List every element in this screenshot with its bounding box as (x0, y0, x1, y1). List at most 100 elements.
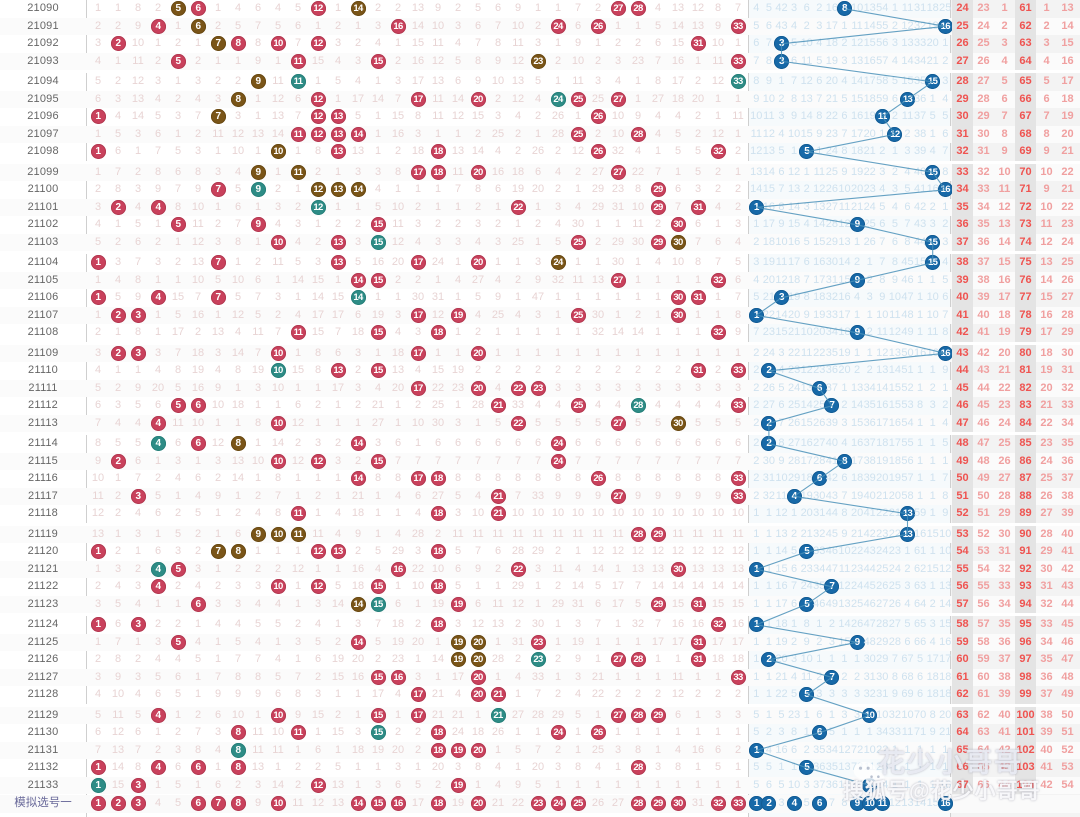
red-zone-cell: 13 (331, 778, 345, 791)
red-zone-cell: 2 (174, 618, 182, 630)
red-zone-cell: 1 (634, 19, 642, 32)
stat-cell: 33 (998, 580, 1011, 592)
red-zone-cell: 11 (252, 743, 264, 756)
watermark-brand: 花少小哥哥 (878, 748, 1023, 778)
red-zone-cell: 9 (194, 183, 202, 195)
blue-zone-cell: 2 (753, 235, 760, 248)
red-zone-cell: 2 (154, 235, 162, 248)
red-zone-cell: 11 (452, 165, 464, 178)
blue-zone-cell: 43 (775, 19, 788, 32)
red-zone-cell: 1 (314, 726, 322, 738)
red-zone-cell: 2 (154, 54, 162, 67)
red-zone-cell: 15 (311, 708, 325, 721)
red-zone-ball: 5 (170, 1, 186, 17)
red-zone-cell: 4 (94, 364, 102, 376)
stat-cell: 36 (998, 635, 1011, 648)
red-zone-cell: 2 (94, 183, 102, 195)
row-issue-label: 21113 (28, 416, 58, 429)
red-zone-cell: 1 (314, 218, 322, 230)
group-separator (0, 70, 1080, 73)
red-zone-cell: 3 (94, 670, 102, 683)
red-zone-cell: 6 (694, 218, 702, 230)
blue-zone-cell: 8 (753, 75, 760, 87)
red-zone-cell: 6 (414, 489, 422, 502)
blue-zone-cell: 25 (825, 165, 839, 178)
red-zone-cell: 3 (154, 635, 162, 648)
blue-zone-cell: 63 (913, 580, 927, 592)
blue-zone-cell: 30 (813, 489, 826, 502)
stat-cell: 40 (1061, 527, 1074, 540)
stat-cell: 26 (977, 54, 990, 67)
red-zone-cell: 11 (192, 218, 204, 230)
red-zone-cell: 2 (634, 688, 642, 700)
red-zone-cell: 1 (714, 291, 722, 303)
red-zone-cell: 9 (494, 291, 502, 303)
red-zone-cell: 7 (414, 454, 422, 467)
sim-blue-cell: 5 (803, 797, 810, 809)
blue-zone-cell: 7 (879, 256, 886, 268)
blue-zone-cell: 14 (787, 200, 801, 213)
blue-zone-cell: 64 (913, 597, 927, 610)
stat-cell: 83 (1015, 397, 1036, 415)
red-zone-cell: 15 (311, 273, 325, 286)
red-zone-ball: 24 (550, 18, 566, 34)
blue-zone-cell: 1 (929, 92, 936, 105)
red-zone-cell: 2 (414, 726, 422, 738)
sim-red-ball: 8 (230, 796, 246, 812)
red-zone-cell: 2 (594, 2, 602, 14)
stat-cell: 42 (977, 346, 990, 359)
blue-zone-cell: 16 (913, 527, 927, 540)
blue-zone-cell: 6 (765, 19, 772, 32)
red-zone-cell: 6 (494, 437, 502, 449)
stat-cell: 66 (977, 778, 990, 791)
blue-zone-cell: 16 (850, 110, 864, 122)
blue-zone-cell: 33 (888, 726, 902, 738)
stat-cell: 89 (1015, 505, 1036, 523)
red-zone-cell: 10 (671, 507, 685, 519)
red-zone-cell: 10 (191, 416, 205, 429)
blue-zone-cell: 30 (825, 256, 839, 268)
red-zone-cell: 5 (374, 635, 382, 648)
red-zone-cell: 5 (94, 381, 102, 394)
stat-cell: 23 (977, 2, 990, 14)
red-zone-cell: 5 (174, 527, 182, 540)
blue-zone-cell: 8 (791, 726, 798, 738)
red-zone-ball: 31 (690, 652, 706, 668)
blue-zone-cell: 6 (778, 399, 785, 411)
sim-blue-ball: 10 (862, 796, 878, 812)
blue-zone-cell: 6 (791, 743, 798, 756)
red-zone-cell: 1 (454, 346, 462, 359)
red-zone-cell: 2 (394, 54, 402, 67)
red-zone-cell: 6 (594, 597, 602, 610)
row-issue-label: 21100 (27, 183, 59, 195)
red-zone-cell: 13 (251, 761, 265, 773)
stat-cell: 17 (998, 291, 1011, 303)
blue-zone-cell: 2 (841, 670, 848, 683)
red-zone-cell: 6 (154, 399, 162, 411)
red-zone-cell: 1 (714, 670, 722, 683)
blue-zone-cell: 14 (750, 183, 763, 195)
red-zone-cell: 3 (674, 381, 682, 394)
red-zone-cell: 1 (94, 308, 102, 321)
stat-cell: 17 (1061, 75, 1074, 87)
red-zone-cell: 6 (534, 165, 542, 178)
blue-zone-cell: 13 (762, 145, 776, 157)
blue-zone-cell: 5 (879, 200, 886, 213)
blue-zone-cell: 21 (850, 527, 864, 540)
red-zone-ball: 17 (410, 307, 426, 323)
blue-zone-cell: 2 (753, 454, 760, 467)
stat-cell: 37 (952, 233, 973, 251)
stat-cell: 26 (1061, 273, 1074, 286)
stat-cell: 38 (1061, 489, 1074, 502)
row-issue-label: 21127 (27, 670, 59, 683)
blue-zone-cell: 1 (917, 454, 924, 467)
blue-zone-cell: 15 (813, 235, 826, 248)
blue-zone-cell: 18 (838, 326, 851, 338)
blue-zone-cell: 21 (850, 200, 864, 213)
red-zone-cell: 1 (574, 326, 582, 338)
red-zone-cell: 7 (114, 165, 122, 178)
blue-zone-cell: 55 (876, 19, 889, 32)
red-blue-divider (748, 0, 749, 817)
red-zone-cell: 3 (354, 165, 362, 178)
red-zone-cell: 3 (274, 200, 282, 213)
